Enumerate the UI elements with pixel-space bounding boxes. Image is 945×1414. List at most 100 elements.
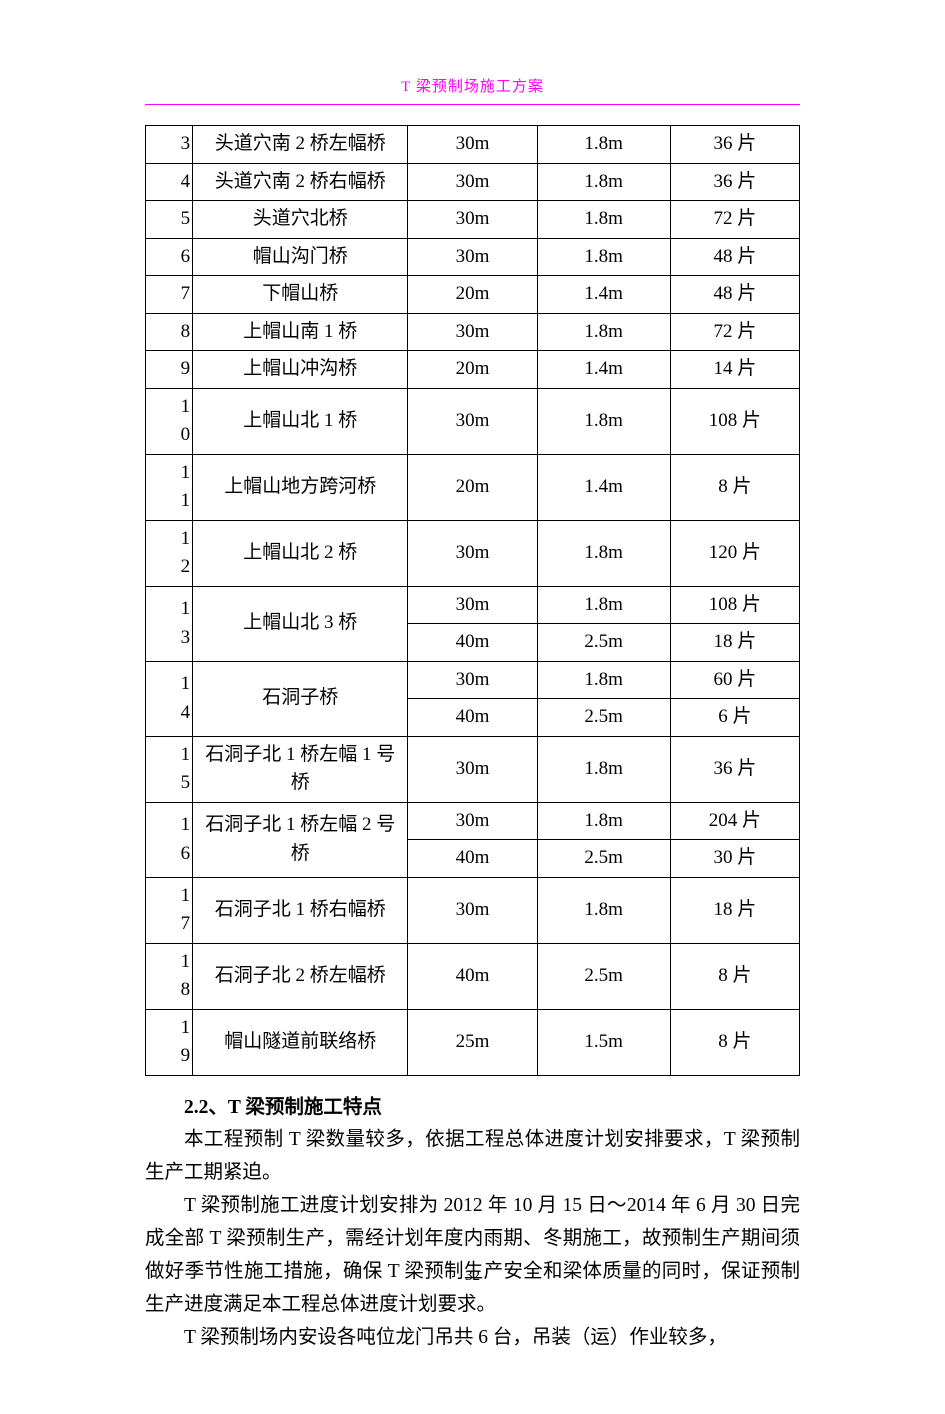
span-length: 20m (408, 351, 537, 389)
table-row: 4头道穴南 2 桥右幅桥30m1.8m36 片 (146, 163, 800, 201)
span-length: 30m (408, 388, 537, 454)
bridge-name: 石洞子北 2 桥左幅桥 (193, 943, 408, 1009)
quantity: 48 片 (670, 276, 799, 314)
beam-height: 2.5m (537, 943, 670, 1009)
quantity: 204 片 (670, 802, 799, 840)
span-length: 30m (408, 877, 537, 943)
table-row: 18石洞子北 2 桥左幅桥40m2.5m8 片 (146, 943, 800, 1009)
bridge-name: 头道穴北桥 (193, 201, 408, 239)
quantity: 36 片 (670, 126, 799, 164)
table-row: 5头道穴北桥30m1.8m72 片 (146, 201, 800, 239)
beam-height: 2.5m (537, 840, 670, 878)
span-length: 40m (408, 699, 537, 737)
bridge-name: 上帽山北 1 桥 (193, 388, 408, 454)
span-length: 30m (408, 661, 537, 699)
row-number: 16 (146, 802, 193, 877)
table-row: 15石洞子北 1 桥左幅 1 号桥30m1.8m36 片 (146, 736, 800, 802)
table-row: 10上帽山北 1 桥30m1.8m108 片 (146, 388, 800, 454)
beam-height: 1.8m (537, 163, 670, 201)
quantity: 18 片 (670, 877, 799, 943)
beam-height: 2.5m (537, 699, 670, 737)
table-row: 11上帽山地方跨河桥20m1.4m8 片 (146, 454, 800, 520)
table-row: 13上帽山北 3 桥30m1.8m108 片 (146, 586, 800, 624)
bridge-name: 上帽山北 3 桥 (193, 586, 408, 661)
span-length: 30m (408, 126, 537, 164)
bridge-name: 帽山沟门桥 (193, 238, 408, 276)
page-number: 32 (0, 1268, 945, 1285)
bridge-name: 石洞子北 1 桥左幅 1 号桥 (193, 736, 408, 802)
beam-height: 1.8m (537, 126, 670, 164)
beam-height: 1.8m (537, 520, 670, 586)
span-length: 30m (408, 313, 537, 351)
row-number: 10 (146, 388, 193, 454)
row-number: 3 (146, 126, 193, 164)
quantity: 36 片 (670, 736, 799, 802)
beam-height: 1.8m (537, 661, 670, 699)
row-number: 17 (146, 877, 193, 943)
page-header-title: T 梁预制场施工方案 (145, 75, 800, 96)
section-heading: 2.2、T 梁预制施工特点 (145, 1090, 800, 1119)
quantity: 18 片 (670, 624, 799, 662)
table-row: 12上帽山北 2 桥30m1.8m120 片 (146, 520, 800, 586)
bridge-name: 石洞子北 1 桥左幅 2 号桥 (193, 802, 408, 877)
span-length: 30m (408, 238, 537, 276)
row-number: 14 (146, 661, 193, 736)
quantity: 72 片 (670, 201, 799, 239)
bridge-name: 帽山隧道前联络桥 (193, 1009, 408, 1075)
row-number: 8 (146, 313, 193, 351)
beam-height: 1.4m (537, 351, 670, 389)
bridge-name: 下帽山桥 (193, 276, 408, 314)
row-number: 6 (146, 238, 193, 276)
row-number: 13 (146, 586, 193, 661)
table-row: 19帽山隧道前联络桥25m1.5m8 片 (146, 1009, 800, 1075)
beam-height: 1.8m (537, 736, 670, 802)
span-length: 30m (408, 163, 537, 201)
body-paragraph: T 梁预制施工进度计划安排为 2012 年 10 月 15 日～2014 年 6… (145, 1189, 800, 1322)
table-row: 8上帽山南 1 桥30m1.8m72 片 (146, 313, 800, 351)
beam-height: 1.8m (537, 877, 670, 943)
span-length: 30m (408, 736, 537, 802)
span-length: 30m (408, 520, 537, 586)
quantity: 30 片 (670, 840, 799, 878)
row-number: 18 (146, 943, 193, 1009)
quantity: 108 片 (670, 586, 799, 624)
bridge-name: 上帽山冲沟桥 (193, 351, 408, 389)
table-row: 7下帽山桥20m1.4m48 片 (146, 276, 800, 314)
quantity: 120 片 (670, 520, 799, 586)
table-row: 3头道穴南 2 桥左幅桥30m1.8m36 片 (146, 126, 800, 164)
bridge-name: 石洞子北 1 桥右幅桥 (193, 877, 408, 943)
beam-height: 1.4m (537, 276, 670, 314)
bridge-name: 头道穴南 2 桥左幅桥 (193, 126, 408, 164)
quantity: 8 片 (670, 454, 799, 520)
table-row: 16石洞子北 1 桥左幅 2 号桥30m1.8m204 片 (146, 802, 800, 840)
row-number: 9 (146, 351, 193, 389)
beam-height: 2.5m (537, 624, 670, 662)
quantity: 8 片 (670, 1009, 799, 1075)
beam-height: 1.8m (537, 586, 670, 624)
row-number: 12 (146, 520, 193, 586)
span-length: 20m (408, 276, 537, 314)
beam-height: 1.8m (537, 238, 670, 276)
beam-height: 1.5m (537, 1009, 670, 1075)
row-number: 15 (146, 736, 193, 802)
row-number: 11 (146, 454, 193, 520)
bridge-name: 上帽山北 2 桥 (193, 520, 408, 586)
table-row: 6帽山沟门桥30m1.8m48 片 (146, 238, 800, 276)
span-length: 25m (408, 1009, 537, 1075)
bridge-table: 3头道穴南 2 桥左幅桥30m1.8m36 片4头道穴南 2 桥右幅桥30m1.… (145, 125, 800, 1076)
bridge-name: 上帽山南 1 桥 (193, 313, 408, 351)
body-paragraph: 本工程预制 T 梁数量较多，依据工程总体进度计划安排要求，T 梁预制生产工期紧迫… (145, 1123, 800, 1189)
span-length: 40m (408, 624, 537, 662)
beam-height: 1.4m (537, 454, 670, 520)
quantity: 14 片 (670, 351, 799, 389)
table-row: 17石洞子北 1 桥右幅桥30m1.8m18 片 (146, 877, 800, 943)
span-length: 40m (408, 943, 537, 1009)
table-row: 9上帽山冲沟桥20m1.4m14 片 (146, 351, 800, 389)
bridge-name: 石洞子桥 (193, 661, 408, 736)
span-length: 30m (408, 802, 537, 840)
quantity: 6 片 (670, 699, 799, 737)
row-number: 7 (146, 276, 193, 314)
beam-height: 1.8m (537, 388, 670, 454)
quantity: 60 片 (670, 661, 799, 699)
body-paragraph: T 梁预制场内安设各吨位龙门吊共 6 台，吊装（运）作业较多， (145, 1321, 800, 1354)
